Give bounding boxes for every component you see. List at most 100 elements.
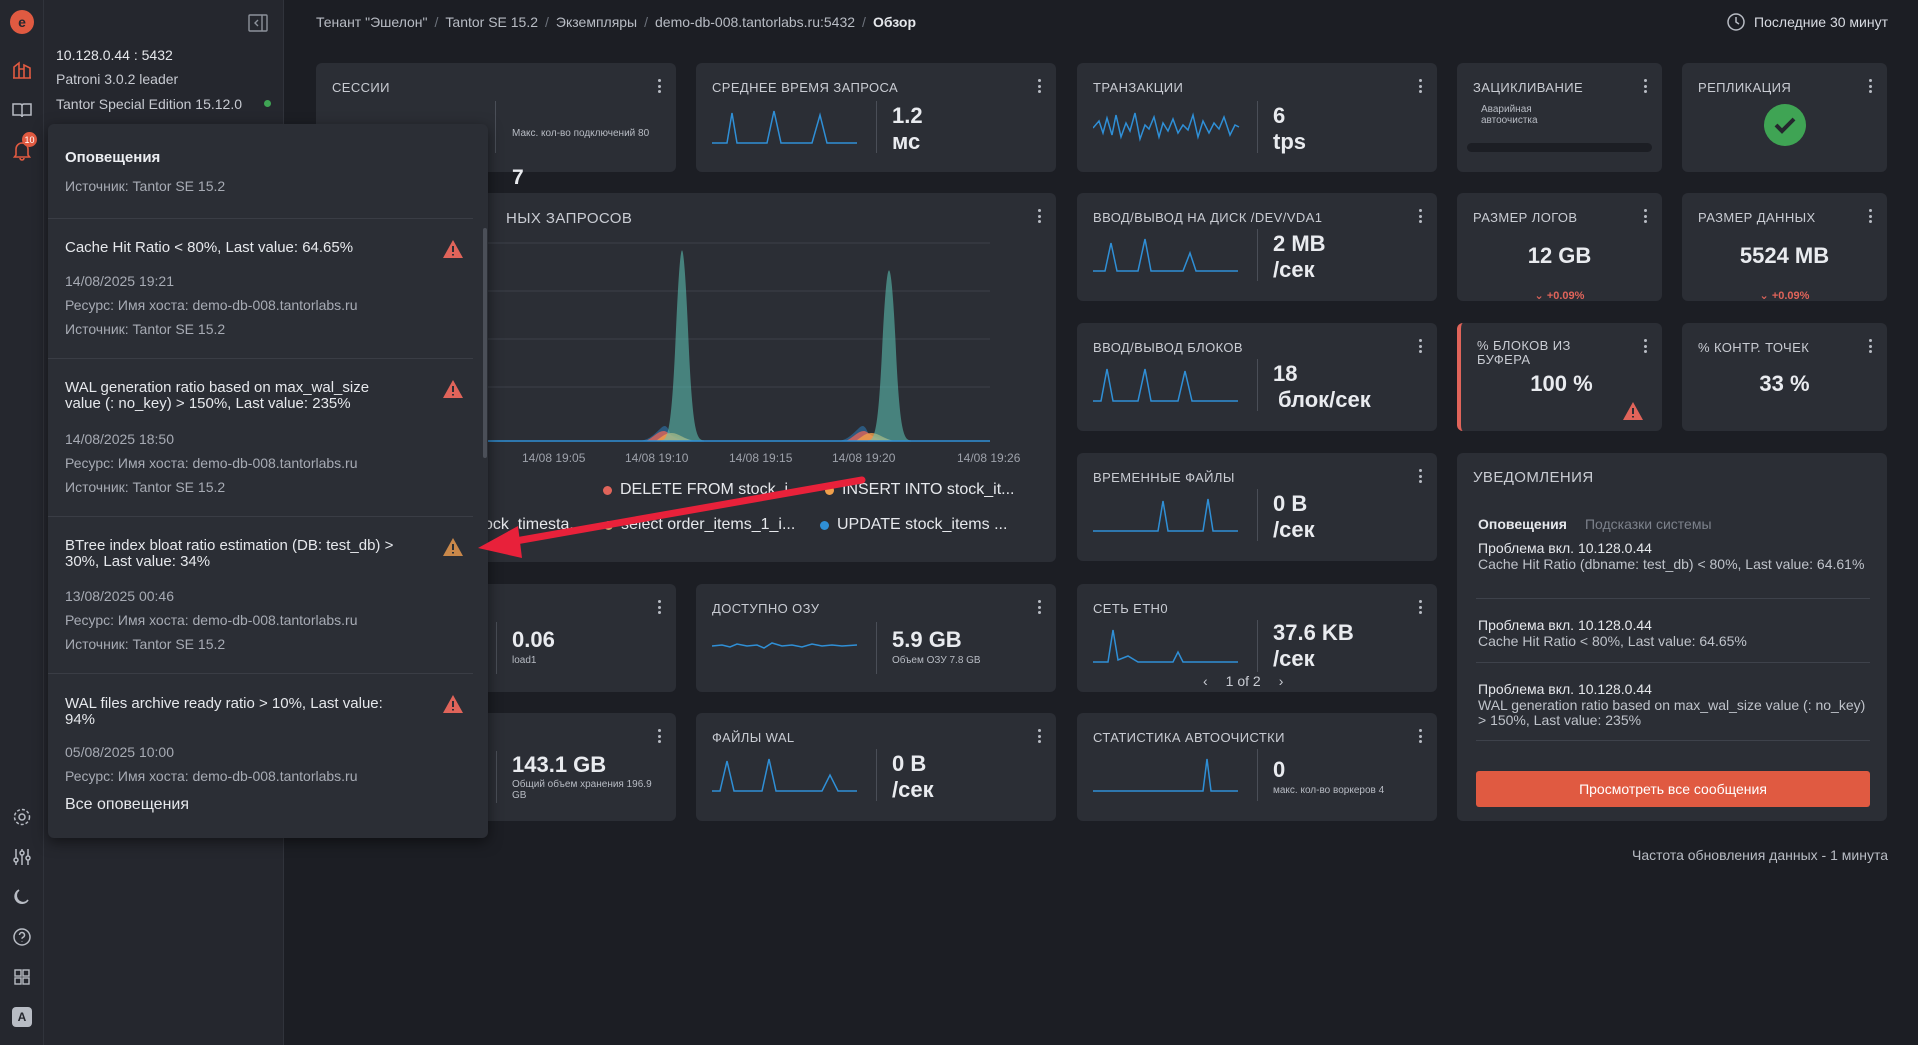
alert-date: 05/08/2025 10:00 [65,744,174,760]
delta-text: +0.09% [1546,290,1585,302]
data-size-value: 5524 MB [1739,243,1830,268]
card-menu-icon[interactable] [1036,207,1042,225]
next-page-icon[interactable]: › [1278,673,1284,689]
all-alerts-link[interactable]: Все оповещения [65,796,190,813]
breadcrumb-instances[interactable]: Экземпляры [555,14,638,30]
card-menu-icon[interactable] [1036,77,1042,95]
sessions-value: 7 [512,166,524,189]
alert-date: 13/08/2025 00:46 [65,588,174,604]
alert-title: WAL files archive ready ratio > 10%, Las… [65,695,383,728]
divider [1476,740,1870,741]
autovacuum-value: 0 [1273,757,1286,782]
notification-head: Проблема вкл. 10.128.0.44 [1478,681,1652,697]
card-menu-icon[interactable] [1867,77,1873,95]
card-menu-icon[interactable] [1417,727,1423,745]
card-menu-icon[interactable] [1642,77,1648,95]
avatar-letter: A [12,1007,32,1027]
card-menu-icon[interactable] [1417,467,1423,485]
wal-sparkline [712,758,857,792]
avatar[interactable]: A [10,1005,34,1029]
card-menu-icon[interactable] [1867,337,1873,355]
breadcrumb-tenant[interactable]: Тенант "Эшелон" [316,14,428,30]
nav-rail: e 10 A [0,0,44,1045]
warning-icon [443,695,463,713]
card-menu-icon[interactable] [656,77,662,95]
breadcrumb: Тенант "Эшелон" / Tantor SE 15.2/Экземпляр… [316,14,917,30]
instance-address: 10.128.0.44 : 5432 [56,47,173,63]
dashboard-icon[interactable] [10,58,34,82]
time-range-selector[interactable]: Последние 30 минут [1726,12,1888,32]
block-io-sparkline [1093,368,1238,402]
card-menu-icon[interactable] [1036,598,1042,616]
notification-item[interactable]: Проблема вкл. 10.128.0.44 Cache Hit Ratio… [1478,618,1872,649]
card-menu-icon[interactable] [656,598,662,616]
dark-mode-moon-icon[interactable] [10,885,34,909]
notification-head: Проблема вкл. 10.128.0.44 [1478,540,1652,556]
card-menu-icon[interactable] [656,727,662,745]
card-title: Сессии [332,80,390,95]
prev-page-icon[interactable]: ‹ [1203,673,1208,689]
ram-value: 5.9 GB [892,627,962,652]
card-menu-icon[interactable] [1417,77,1423,95]
divider [1257,489,1258,541]
instance-role: Patroni 3.0.2 leader [56,71,179,87]
sessions-sub: Макс. кол-во подключений 80 [512,128,650,139]
disk-io-unit: /сек [1273,257,1315,282]
divider [876,749,877,801]
notification-item[interactable]: Проблема вкл. 10.128.0.44 Cache Hit Ratio… [1478,541,1872,572]
docs-icon[interactable] [10,98,34,122]
x-tick: 14/08 19:26 [957,451,1021,465]
divider [1257,359,1258,411]
popup-scrollbar[interactable] [483,228,487,458]
temp-files-card: Временные файлы 0 B /сек [1077,453,1437,561]
collapse-panel-icon[interactable] [248,14,268,37]
card-title: % контр. точек [1698,340,1810,355]
x-tick: 14/08 19:10 [625,451,689,465]
view-all-messages-button[interactable]: Просмотреть все сообщения [1476,771,1870,807]
breadcrumb-product[interactable]: Tantor SE 15.2 [445,14,539,30]
card-menu-icon[interactable] [1642,207,1648,225]
tab-system-hints[interactable]: Подсказки системы [1584,516,1712,532]
transactions-sparkline [1093,112,1240,142]
alert-title: BTree index bloat ratio estimation (DB: … [65,537,394,570]
settings-gear-icon[interactable] [10,805,34,829]
help-icon[interactable] [10,925,34,949]
alert-item[interactable]: Cache Hit Ratio < 80%, Last value: 64.65… [48,218,473,358]
card-menu-icon[interactable] [1642,337,1648,355]
apps-grid-icon[interactable] [10,965,34,989]
card-menu-icon[interactable] [1417,598,1423,616]
legend-label: DELETE FROM stock_i... [620,481,802,498]
alert-item[interactable]: WAL files archive ready ratio > 10%, Las… [48,673,473,813]
alert-title: Cache Hit Ratio < 80%, Last value: 64.65… [65,239,354,256]
alert-source: Источник: Tantor SE 15.2 [65,321,226,337]
legend-item[interactable]: DELETE FROM stock_i... [603,481,801,499]
breadcrumb-host[interactable]: demo-db-008.tantorlabs.ru:5432 [655,14,856,30]
card-menu-icon[interactable] [1036,727,1042,745]
legend-dot [820,520,829,530]
breadcrumb-current: Обзор [872,14,917,30]
wal-unit: /сек [892,777,934,802]
legend-item[interactable]: ock_timesta... [484,516,583,534]
sliders-icon[interactable] [10,845,34,869]
notification-item[interactable]: Проблема вкл. 10.128.0.44 WAL generation … [1478,682,1872,728]
alert-item[interactable]: WAL generation ratio based on max_wal_si… [48,358,473,516]
alert-item[interactable]: BTree index bloat ratio estimation (DB: … [48,516,473,673]
card-menu-icon[interactable] [1867,207,1873,225]
popup-title: Оповещения [65,149,161,166]
wal-value: 0 B [892,751,927,776]
card-menu-icon[interactable] [1417,337,1423,355]
card-title: Среднее время запроса [712,80,899,95]
card-title: Файлы WAL [712,730,795,745]
divider [876,101,877,153]
autovacuum-sub: макс. кол-во воркеров 4 [1273,785,1385,796]
card-menu-icon[interactable] [1417,207,1423,225]
card-title: Размер логов [1473,210,1578,225]
notification-text: Cache Hit Ratio (dbname: test_db) < 80%,… [1478,556,1865,572]
data-size-delta: ⌄ +0.09% [1759,290,1810,302]
buffer-hit-value: 100 % [1530,371,1593,396]
legend-item[interactable]: UPDATE stock_items ... [820,516,1007,534]
legend-item[interactable]: INSERT INTO stock_it... [825,481,1015,499]
card-title: Зацикливание [1473,80,1584,95]
tab-alerts[interactable]: Оповещения [1478,516,1567,532]
app-logo[interactable]: e [10,10,34,34]
